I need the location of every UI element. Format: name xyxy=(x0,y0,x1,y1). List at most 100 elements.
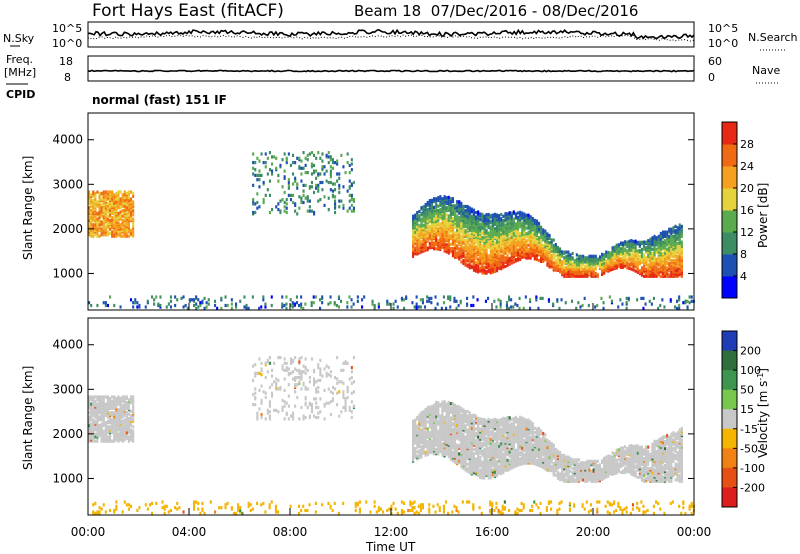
echo-cell xyxy=(529,306,532,310)
echo-cell xyxy=(454,244,457,248)
power-colorbar-segment xyxy=(722,210,737,233)
echo-cell xyxy=(275,205,278,209)
echo-cell xyxy=(666,274,669,278)
echo-cell xyxy=(342,368,345,372)
echo-cell xyxy=(313,169,316,173)
echo-cell xyxy=(319,306,322,310)
echo-cell xyxy=(426,405,429,410)
echo-cell xyxy=(260,401,263,405)
echo-cell xyxy=(377,302,380,306)
echo-cell xyxy=(294,367,297,371)
noise-sky-label: N.Sky xyxy=(3,32,35,45)
echo-cell xyxy=(338,414,341,418)
echo-cell xyxy=(279,199,282,203)
echo-cell xyxy=(661,298,664,302)
echo-cell xyxy=(514,222,517,226)
echo-cell xyxy=(121,403,124,408)
echo-cell xyxy=(268,151,271,155)
echo-cell xyxy=(640,296,643,300)
echo-cell xyxy=(533,231,536,235)
echo-cell xyxy=(342,395,345,400)
echo-cell xyxy=(489,234,492,238)
echo-cell xyxy=(512,210,515,214)
echo-cell xyxy=(487,234,490,238)
echo-cell xyxy=(289,361,292,365)
echo-cell xyxy=(315,183,318,187)
echo-cell xyxy=(533,235,536,240)
echo-cell xyxy=(264,391,267,395)
echo-cell xyxy=(130,197,133,201)
echo-cell xyxy=(531,245,534,249)
echo-cell xyxy=(455,299,458,303)
echo-cell xyxy=(285,206,288,210)
echo-cell xyxy=(325,374,328,378)
echo-cell xyxy=(552,244,555,248)
echo-cell xyxy=(252,210,255,215)
echo-cell xyxy=(430,244,433,248)
echo-cell xyxy=(445,217,448,221)
echo-cell xyxy=(668,234,671,238)
echo-cell xyxy=(325,153,328,157)
echo-cell xyxy=(96,200,99,204)
echo-cell xyxy=(462,219,465,223)
echo-cell xyxy=(304,371,307,375)
echo-cell xyxy=(100,191,103,195)
echo-cell xyxy=(649,263,652,267)
echo-cell xyxy=(174,295,177,299)
echo-cell xyxy=(502,261,505,265)
echo-cell xyxy=(454,211,457,215)
echo-cell xyxy=(598,255,601,259)
echo-cell xyxy=(451,204,454,208)
echo-cell xyxy=(283,404,286,408)
echo-cell xyxy=(315,380,318,384)
echo-cell xyxy=(584,259,587,263)
echo-cell xyxy=(547,298,550,302)
echo-cell xyxy=(680,224,683,228)
power-colorbar-segment xyxy=(722,232,737,255)
echo-cell xyxy=(289,193,292,197)
echo-cell xyxy=(546,246,549,250)
echo-cell xyxy=(258,159,261,163)
echo-cell xyxy=(230,306,233,310)
echo-cell xyxy=(590,271,593,276)
echo-cell xyxy=(130,190,133,194)
echo-cell xyxy=(169,305,172,309)
echo-cell xyxy=(293,302,296,306)
echo-cell xyxy=(468,223,471,227)
echo-cell xyxy=(329,390,332,394)
echo-cell xyxy=(104,402,107,406)
echo-cell xyxy=(88,436,91,440)
echo-cell xyxy=(334,188,337,192)
echo-cell xyxy=(169,299,172,303)
echo-cell xyxy=(596,273,599,277)
echo-cell xyxy=(582,257,585,261)
echo-cell xyxy=(644,302,647,306)
echo-cell xyxy=(569,269,572,273)
echo-cell xyxy=(123,422,126,426)
echo-cell xyxy=(327,180,330,185)
echo-cell xyxy=(132,194,135,198)
echo-cell xyxy=(460,201,463,205)
echo-cell xyxy=(96,421,99,425)
echo-cell xyxy=(521,235,524,239)
echo-cell xyxy=(294,376,297,380)
echo-cell xyxy=(451,247,454,251)
echo-cell xyxy=(94,415,97,419)
echo-cell xyxy=(437,196,440,200)
echo-cell xyxy=(92,214,95,218)
echo-cell xyxy=(319,373,322,377)
echo-cell xyxy=(123,226,126,230)
echo-cell xyxy=(268,356,271,360)
echo-cell xyxy=(659,274,662,278)
echo-cell xyxy=(333,301,336,305)
echo-cell xyxy=(88,399,91,403)
echo-cell xyxy=(315,415,318,420)
echo-cell xyxy=(287,371,290,375)
echo-cell xyxy=(521,252,524,257)
echo-cell xyxy=(563,256,566,260)
echo-cell xyxy=(130,413,133,418)
echo-cell xyxy=(264,395,267,400)
power-colorbar-segment xyxy=(722,144,737,167)
echo-cell xyxy=(468,243,471,247)
echo-cell xyxy=(622,241,625,245)
